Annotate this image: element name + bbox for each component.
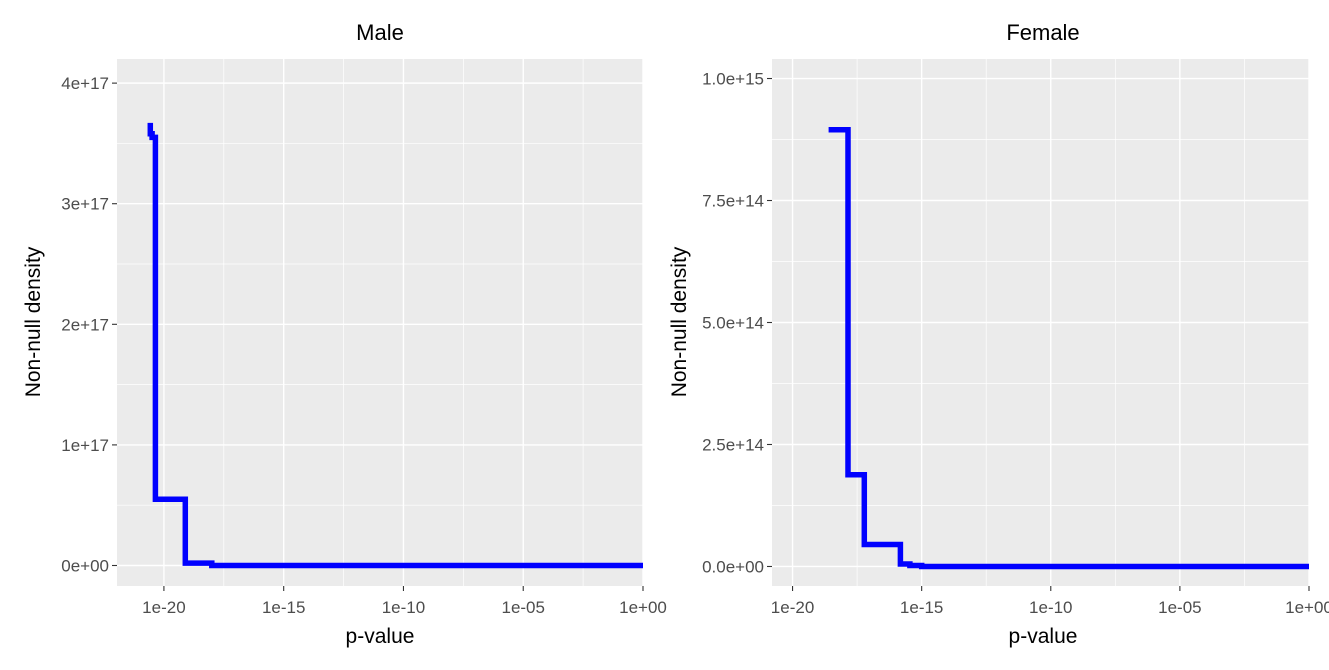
y-tick-label: 1.0e+15 bbox=[702, 70, 764, 89]
panel-male: 1e-20 1e-15 1e-10 1e-05 1e+00 0e+00 1e+17 2e+1… bbox=[22, 20, 667, 648]
y-tick-label: 5.0e+14 bbox=[702, 314, 764, 333]
x-tick-label: 1e-05 bbox=[501, 598, 544, 617]
plot-background-male bbox=[117, 59, 643, 586]
y-tick-label: 0e+00 bbox=[61, 556, 109, 575]
x-tick-label: 1e-20 bbox=[771, 598, 814, 617]
x-tick-label: 1e-15 bbox=[900, 598, 943, 617]
y-tick-label: 7.5e+14 bbox=[702, 192, 764, 211]
y-axis-title-female: Non-null density bbox=[668, 246, 691, 397]
panel-title-male: Male bbox=[356, 20, 404, 45]
series-male bbox=[147, 122, 643, 569]
density-line-female bbox=[828, 127, 1309, 570]
x-axis-ticks-female: 1e-20 1e-15 1e-10 1e-05 1e+00 bbox=[771, 586, 1329, 617]
x-axis-title-male: p-value bbox=[346, 625, 415, 648]
x-tick-label: 1e-10 bbox=[382, 598, 425, 617]
density-line-male bbox=[147, 122, 643, 569]
y-tick-label: 1e+17 bbox=[61, 436, 109, 455]
x-tick-label: 1e-15 bbox=[262, 598, 305, 617]
x-tick-label: 1e-10 bbox=[1029, 598, 1072, 617]
x-tick-label: 1e-20 bbox=[142, 598, 185, 617]
x-tick-label: 1e-05 bbox=[1158, 598, 1201, 617]
y-tick-label: 2e+17 bbox=[61, 315, 109, 334]
x-tick-label: 1e+00 bbox=[1285, 598, 1329, 617]
x-axis-ticks-male: 1e-20 1e-15 1e-10 1e-05 1e+00 bbox=[142, 586, 667, 617]
y-tick-label: 4e+17 bbox=[61, 74, 109, 93]
y-tick-label: 3e+17 bbox=[61, 195, 109, 214]
panel-title-female: Female bbox=[1006, 20, 1079, 45]
series-female bbox=[828, 127, 1309, 570]
panel-female: 1e-20 1e-15 1e-10 1e-05 1e+00 0.0e+00 2.5e+14… bbox=[668, 20, 1329, 648]
y-tick-label: 2.5e+14 bbox=[702, 435, 764, 454]
y-axis-ticks-female: 0.0e+00 2.5e+14 5.0e+14 7.5e+14 1.0e+15 bbox=[702, 70, 772, 576]
y-axis-ticks-male: 0e+00 1e+17 2e+17 3e+17 4e+17 bbox=[61, 74, 117, 575]
y-axis-title-male: Non-null density bbox=[22, 246, 45, 397]
x-axis-title-female: p-value bbox=[1009, 625, 1078, 648]
y-tick-label: 0.0e+00 bbox=[702, 557, 764, 576]
x-tick-label: 1e+00 bbox=[619, 598, 667, 617]
